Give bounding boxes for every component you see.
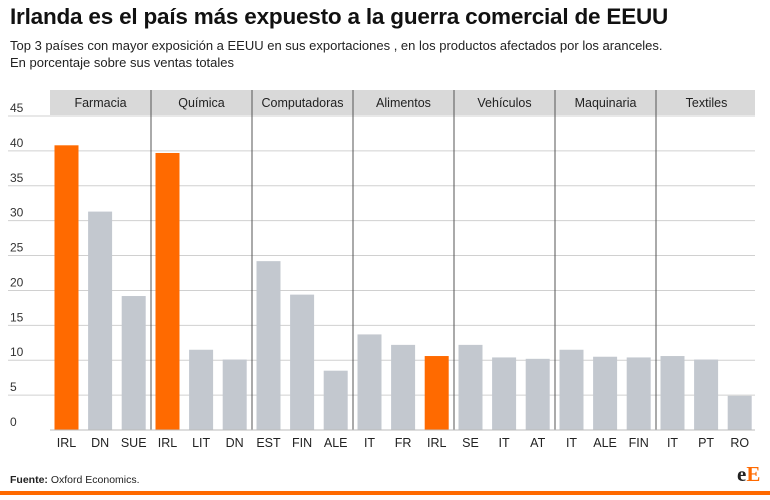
bar <box>290 294 315 430</box>
category-label: IT <box>566 436 577 450</box>
bar <box>54 145 79 430</box>
y-tick-label: 20 <box>10 275 24 289</box>
panel-label: Textiles <box>686 96 728 110</box>
bar <box>694 359 719 430</box>
panel-header-band <box>50 90 755 115</box>
panel-label: Vehículos <box>477 96 531 110</box>
y-tick-label: 15 <box>10 310 24 324</box>
category-label: AT <box>530 436 545 450</box>
panel-label: Farmacia <box>74 96 126 110</box>
y-tick-label: 5 <box>10 380 17 394</box>
bar <box>155 152 180 430</box>
panel-label: Alimentos <box>376 96 431 110</box>
y-tick-label: 0 <box>10 415 17 429</box>
category-label: DN <box>226 436 244 450</box>
bar <box>189 349 214 430</box>
category-label: IT <box>667 436 678 450</box>
y-tick-label: 25 <box>10 241 24 255</box>
bar <box>391 344 416 430</box>
bar <box>492 357 517 430</box>
bar <box>357 334 382 430</box>
category-label: IRL <box>158 436 178 450</box>
category-label: SE <box>462 436 479 450</box>
category-label: IT <box>499 436 510 450</box>
y-tick-label: 30 <box>10 206 24 220</box>
category-label: LIT <box>192 436 210 450</box>
category-label: IT <box>364 436 375 450</box>
category-label: PT <box>698 436 714 450</box>
bar <box>727 395 752 430</box>
y-tick-label: 45 <box>10 101 24 115</box>
publisher-logo: eE <box>737 462 761 486</box>
bar <box>88 211 113 430</box>
category-label: IRL <box>57 436 77 450</box>
bar <box>222 359 247 430</box>
panel-label: Computadoras <box>262 96 344 110</box>
bar <box>525 358 550 430</box>
bar <box>593 356 618 430</box>
category-label: FR <box>395 436 412 450</box>
source-label: Fuente: <box>10 474 48 486</box>
category-label: RO <box>730 436 749 450</box>
source-note: Fuente: Oxford Economics. <box>10 474 140 486</box>
bar <box>559 349 584 430</box>
bar <box>256 261 281 430</box>
bottom-accent-bar <box>0 491 770 495</box>
subtitle-line-1: Top 3 países con mayor exposición a EEUU… <box>10 38 663 53</box>
category-label: EST <box>256 436 281 450</box>
bar <box>660 356 685 430</box>
category-label: FIN <box>629 436 649 450</box>
panel-label: Química <box>178 96 225 110</box>
panel-label: Maquinaria <box>575 96 637 110</box>
bar <box>121 296 146 430</box>
chart-title: Irlanda es el país más expuesto a la gue… <box>10 4 669 29</box>
category-label: SUE <box>121 436 147 450</box>
subtitle-line-2: En porcentaje sobre sus ventas totales <box>10 54 235 70</box>
bar <box>458 344 483 430</box>
chart-subtitle: Top 3 países con mayor exposición a EEUU… <box>10 38 760 71</box>
y-tick-label: 35 <box>10 171 24 185</box>
category-label: IRL <box>427 436 447 450</box>
category-label: ALE <box>324 436 348 450</box>
bar <box>323 370 348 430</box>
y-tick-label: 40 <box>10 136 24 150</box>
y-tick-label: 10 <box>10 345 24 359</box>
bar <box>424 356 449 430</box>
source-text: Oxford Economics. <box>50 474 140 486</box>
category-label: ALE <box>593 436 617 450</box>
category-label: FIN <box>292 436 312 450</box>
category-label: DN <box>91 436 109 450</box>
bar <box>626 357 651 430</box>
